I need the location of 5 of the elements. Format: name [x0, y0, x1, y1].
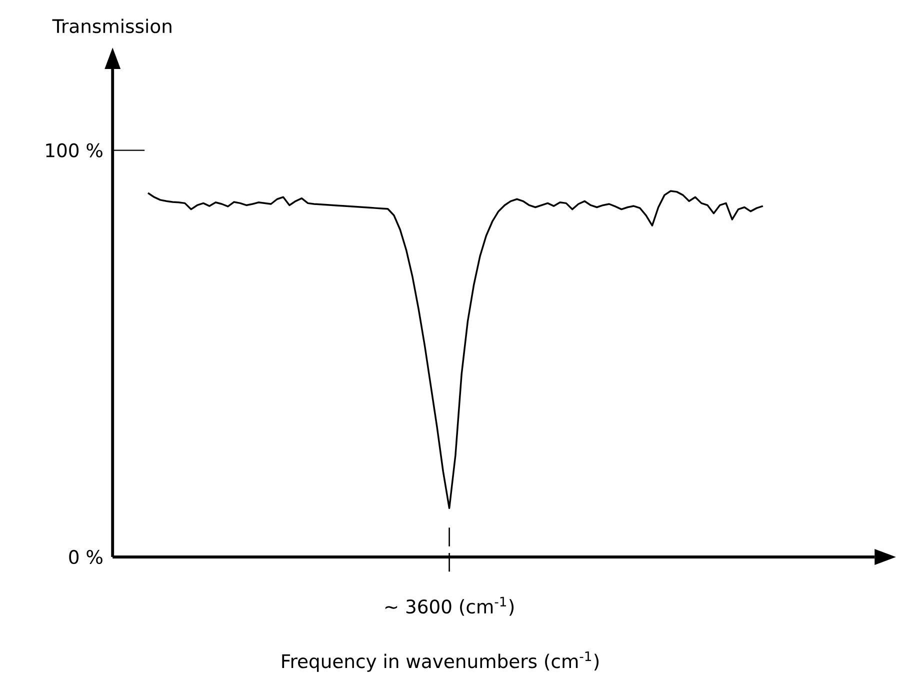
x-axis-title: Frequency in wavenumbers (cm$^{-1}$): [282, 651, 599, 672]
y-axis-title: Transmission: [52, 18, 172, 34]
y-tick-label: 100 %: [46, 143, 102, 158]
y-tick-label: 0 %: [69, 550, 102, 564]
text: ~ 3600 (cm$^{-1}$): [385, 596, 514, 616]
